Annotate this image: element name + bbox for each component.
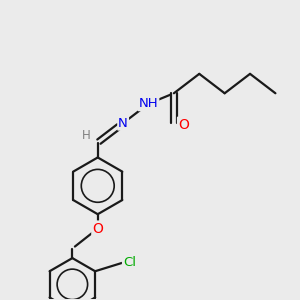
Text: H: H <box>82 130 91 142</box>
Text: Cl: Cl <box>123 256 136 269</box>
Text: NH: NH <box>139 97 158 110</box>
Text: O: O <box>178 118 189 132</box>
Text: N: N <box>118 117 128 130</box>
Text: O: O <box>92 221 103 236</box>
